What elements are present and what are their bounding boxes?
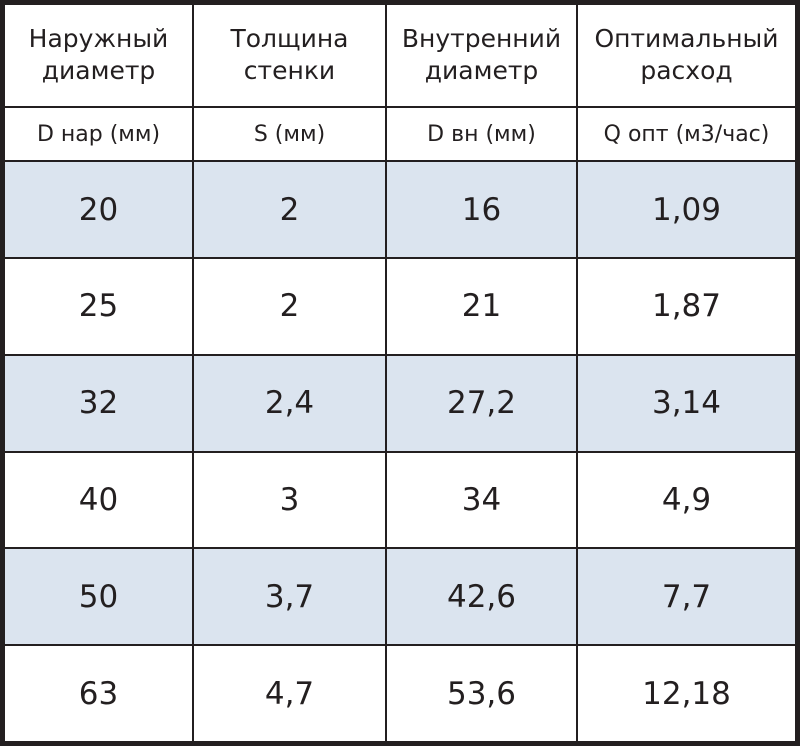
header-outer-diameter: Наружный диаметр	[5, 5, 194, 108]
cell-inner-diameter: 42,6	[385, 547, 578, 647]
cell-inner-diameter: 27,2	[385, 353, 578, 453]
cell-inner-diameter: 53,6	[385, 644, 578, 741]
header-inner-diameter: Внутренний диаметр	[385, 5, 578, 108]
cell-wall-thickness: 2	[192, 257, 387, 356]
table-units-row: D нар (мм) S (мм) D вн (мм) Q опт (м3/ча…	[5, 105, 795, 163]
cell-inner-diameter: 34	[385, 450, 578, 550]
cell-wall-thickness: 4,7	[192, 644, 387, 741]
cell-inner-diameter: 21	[385, 257, 578, 356]
unit-optimal-flow: Q опт (м3/час)	[576, 105, 795, 163]
table-row: 63 4,7 53,6 12,18	[5, 644, 795, 741]
cell-outer-diameter: 32	[5, 353, 194, 453]
cell-optimal-flow: 1,87	[576, 257, 795, 356]
cell-wall-thickness: 3,7	[192, 547, 387, 647]
cell-wall-thickness: 3	[192, 450, 387, 550]
cell-optimal-flow: 7,7	[576, 547, 795, 647]
header-outer-diameter-line2: диаметр	[41, 56, 156, 86]
table-header-row: Наружный диаметр Толщина стенки Внутренн…	[5, 5, 795, 108]
unit-wall-thickness: S (мм)	[192, 105, 387, 163]
cell-inner-diameter: 16	[385, 160, 578, 260]
cell-outer-diameter: 25	[5, 257, 194, 356]
table-row: 20 2 16 1,09	[5, 160, 795, 260]
header-inner-diameter-line1: Внутренний	[401, 23, 562, 53]
table-row: 32 2,4 27,2 3,14	[5, 353, 795, 453]
header-optimal-flow: Оптимальный расход	[576, 5, 795, 108]
table-row: 50 3,7 42,6 7,7	[5, 547, 795, 647]
cell-optimal-flow: 4,9	[576, 450, 795, 550]
header-outer-diameter-line1: Наружный	[28, 23, 169, 53]
cell-optimal-flow: 3,14	[576, 353, 795, 453]
cell-outer-diameter: 40	[5, 450, 194, 550]
cell-wall-thickness: 2,4	[192, 353, 387, 453]
cell-outer-diameter: 63	[5, 644, 194, 741]
header-wall-thickness-line1: Толщина	[230, 23, 349, 53]
table-row: 25 2 21 1,87	[5, 257, 795, 356]
header-optimal-flow-line1: Оптимальный	[594, 23, 779, 53]
header-wall-thickness-line2: стенки	[243, 56, 336, 86]
header-inner-diameter-line2: диаметр	[424, 56, 539, 86]
unit-outer-diameter: D нар (мм)	[5, 105, 194, 163]
header-optimal-flow-line2: расход	[640, 56, 733, 86]
unit-inner-diameter: D вн (мм)	[385, 105, 578, 163]
cell-outer-diameter: 20	[5, 160, 194, 260]
cell-optimal-flow: 1,09	[576, 160, 795, 260]
pipe-dimensions-table: Наружный диаметр Толщина стенки Внутренн…	[5, 5, 795, 741]
table-row: 40 3 34 4,9	[5, 450, 795, 550]
header-wall-thickness: Толщина стенки	[192, 5, 387, 108]
cell-optimal-flow: 12,18	[576, 644, 795, 741]
cell-wall-thickness: 2	[192, 160, 387, 260]
cell-outer-diameter: 50	[5, 547, 194, 647]
